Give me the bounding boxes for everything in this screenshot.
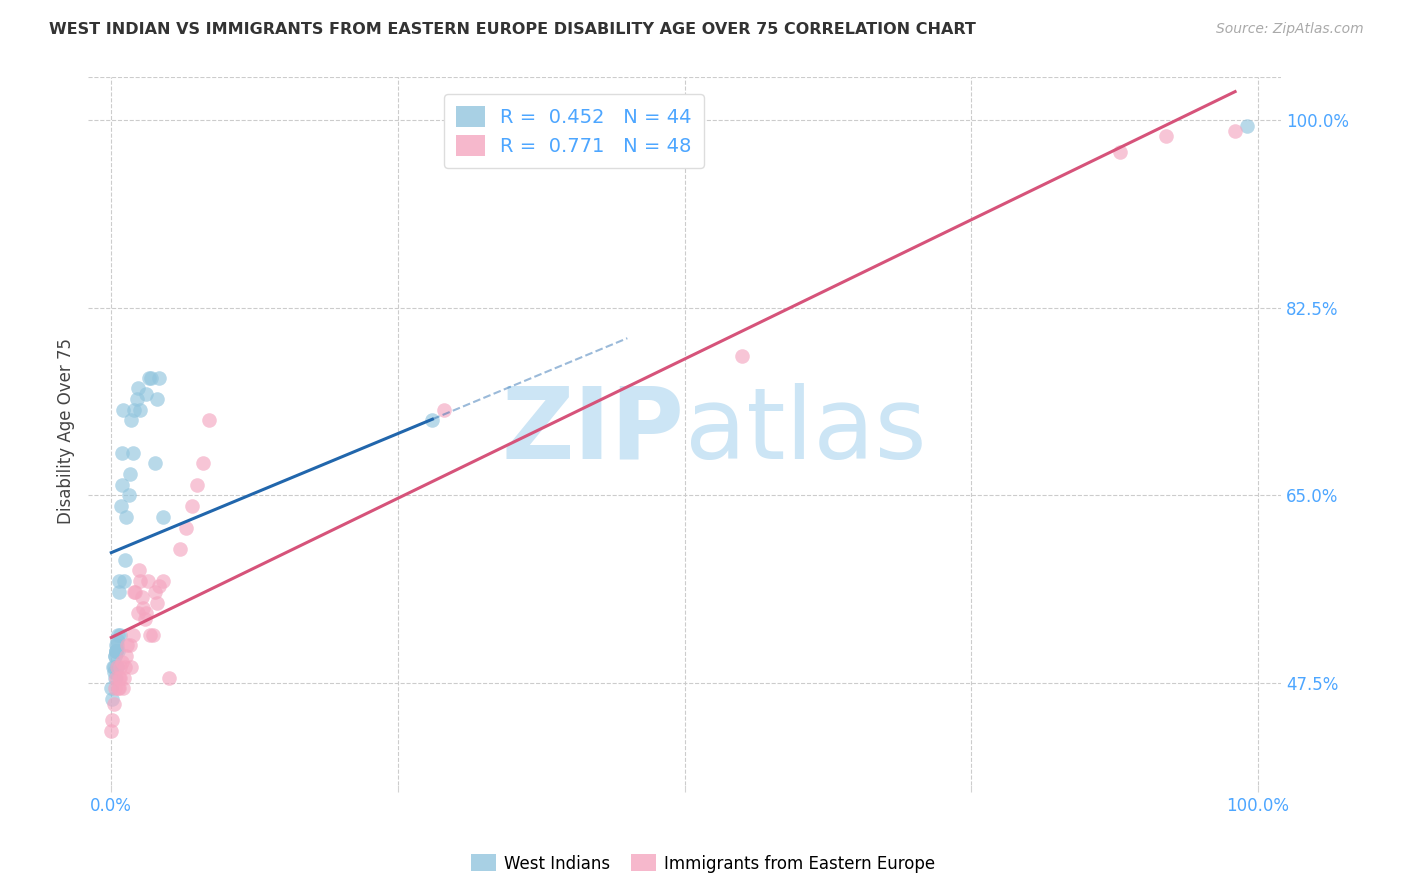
Point [134,612,156,626]
Point [1236,119,1258,133]
Point [131,591,153,605]
Y-axis label: Disability Age Over 75: Disability Age Over 75 [58,338,75,524]
Point [122,585,145,599]
Point [111,681,134,696]
Point [422,413,444,427]
Point [100,681,122,696]
Point [107,671,129,685]
Point [186,477,208,491]
Point [129,574,152,588]
Point [731,349,754,363]
Point [107,644,129,658]
Point [111,445,134,459]
Point [104,639,127,653]
Point [107,628,129,642]
Text: Source: ZipAtlas.com: Source: ZipAtlas.com [1216,22,1364,37]
Point [129,402,152,417]
Point [1109,145,1132,160]
Point [103,649,125,664]
Point [122,628,145,642]
Point [139,628,162,642]
Point [111,402,134,417]
Point [122,445,145,459]
Point [105,644,128,658]
Point [433,402,456,417]
Point [117,488,139,502]
Point [115,649,138,664]
Text: WEST INDIAN VS IMMIGRANTS FROM EASTERN EUROPE DISABILITY AGE OVER 75 CORRELATION: WEST INDIAN VS IMMIGRANTS FROM EASTERN E… [49,22,976,37]
Point [174,520,197,534]
Point [111,655,134,669]
Point [148,580,170,594]
Legend: West Indians, Immigrants from Eastern Europe: West Indians, Immigrants from Eastern Eu… [464,847,942,880]
Point [146,596,169,610]
Point [124,585,146,599]
Point [107,681,129,696]
Point [197,413,219,427]
Text: atlas: atlas [685,383,927,480]
Point [117,639,139,653]
Point [127,607,149,621]
Point [128,563,150,577]
Point [125,392,148,406]
Point [1156,129,1178,144]
Point [148,370,170,384]
Point [104,671,127,685]
Point [112,574,135,588]
Point [152,509,174,524]
Point [135,386,157,401]
Point [143,456,166,470]
Point [1223,124,1246,138]
Point [105,660,128,674]
Point [104,649,127,664]
Point [100,724,122,739]
Text: ZIP: ZIP [502,383,685,480]
Point [115,509,138,524]
Point [104,681,127,696]
Point [114,660,136,674]
Point [132,601,155,615]
Point [110,628,132,642]
Point [103,660,125,674]
Point [143,585,166,599]
Point [104,644,127,658]
Point [114,552,136,566]
Legend: R =  0.452   N = 44, R =  0.771   N = 48: R = 0.452 N = 44, R = 0.771 N = 48 [444,95,703,168]
Point [107,574,129,588]
Point [103,665,125,680]
Point [120,660,142,674]
Point [112,671,135,685]
Point [122,402,145,417]
Point [118,639,141,653]
Point [127,381,149,395]
Point [136,574,159,588]
Point [101,660,124,674]
Point [169,541,191,556]
Point [105,633,128,648]
Point [103,698,125,712]
Point [120,413,142,427]
Point [110,499,132,513]
Point [105,660,128,674]
Point [141,370,163,384]
Point [108,660,131,674]
Point [157,671,180,685]
Point [111,477,134,491]
Point [191,456,214,470]
Point [118,467,141,481]
Point [110,671,132,685]
Point [146,392,169,406]
Point [105,639,128,653]
Point [152,574,174,588]
Point [105,644,128,658]
Point [135,607,157,621]
Point [138,370,160,384]
Point [142,628,165,642]
Point [101,714,124,728]
Point [108,681,131,696]
Point [104,671,127,685]
Point [108,585,131,599]
Point [180,499,202,513]
Point [101,692,124,706]
